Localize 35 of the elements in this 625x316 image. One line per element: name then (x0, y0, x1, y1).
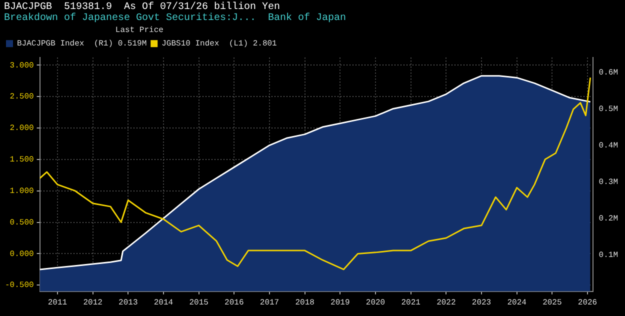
x-tick-label: 2020 (366, 298, 386, 308)
y2-tick-label: 0.6M (598, 68, 618, 78)
x-tick-label: 2014 (154, 298, 174, 308)
y-tick-label: -0.500 (4, 281, 34, 290)
x-tick-label: 2016 (224, 298, 244, 308)
x-tick-label: 2019 (330, 298, 350, 308)
x-tick-label: 2011 (48, 298, 68, 308)
y2-tick-label: 0.3M (598, 178, 618, 187)
y-tick-label: 2.500 (10, 92, 34, 102)
legend-title: Last Price (115, 26, 164, 36)
x-tick-label: 2023 (472, 298, 492, 308)
x-tick-label: 2017 (260, 298, 280, 308)
x-tick-label: 2018 (295, 298, 315, 308)
y2-tick-label: 0.5M (598, 104, 618, 114)
y-tick-label: 1.500 (10, 156, 34, 165)
x-tick-label: 2025 (542, 298, 562, 308)
y-tick-label: 0.500 (10, 218, 34, 228)
x-tick-label: 2022 (436, 298, 456, 308)
chart-title: BJACJPGB 519381.9 As Of 07/31/26 billion Yen (3, 0, 280, 13)
legend-label: JGBS10 Index (L1) 2.801 (162, 40, 278, 49)
y-tick-label: 1.000 (10, 186, 34, 196)
y-tick-label: 0.000 (10, 250, 34, 259)
chart-subtitle: Breakdown of Japanese Govt Securities:J... Bank of Japan (3, 13, 348, 24)
x-tick-label: 2012 (83, 298, 103, 308)
x-tick-label: 2015 (189, 298, 209, 308)
y2-tick-label: 0.4M (598, 141, 618, 150)
y2-tick-label: 0.1M (598, 250, 618, 260)
y-tick-label: 2.000 (10, 124, 34, 134)
legend-label: BJACJPGB Index (R1) 0.519M (17, 40, 147, 49)
x-tick-label: 2024 (507, 298, 527, 308)
x-tick-label: 2026 (578, 298, 598, 308)
y2-tick-label: 0.2M (598, 214, 618, 224)
x-tick-label: 2013 (118, 298, 138, 308)
y-tick-label: 3.000 (10, 61, 34, 70)
x-tick-label: 2021 (401, 298, 421, 308)
